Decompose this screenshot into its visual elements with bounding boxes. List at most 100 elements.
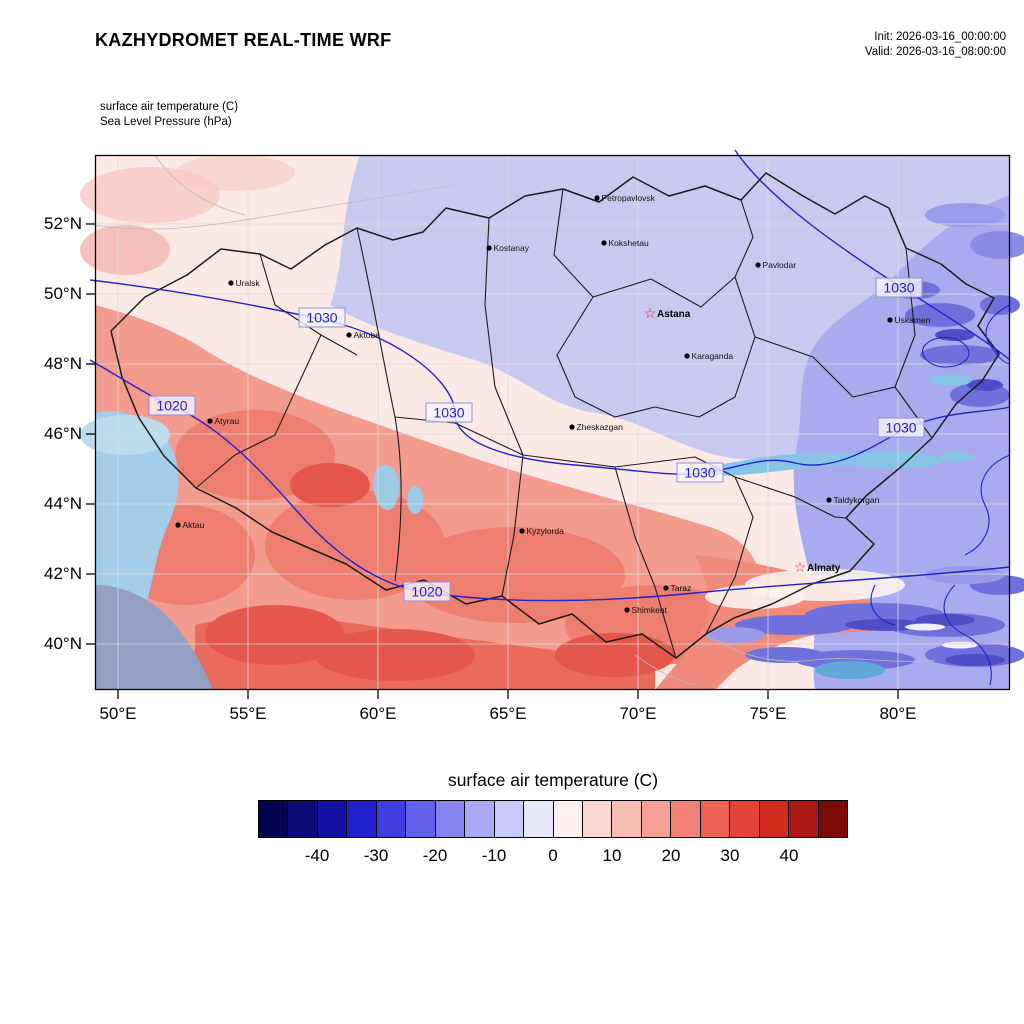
aral-sea [373,465,400,511]
axis-ticks [86,223,899,699]
city-marker-shimkent: Shimkent [624,605,668,615]
svg-text:1030: 1030 [433,405,464,421]
city-dot-icon [175,522,181,528]
colorbar-cell [347,801,377,837]
colorbar-tick-label: 30 [720,846,740,865]
city-label: Atyrau [215,416,240,426]
city-dot-icon [755,262,761,268]
city-dot-icon [601,240,607,246]
city-label: Aktobe [354,330,381,340]
lat-tick-label: 44°N [44,494,82,513]
city-label: Aktau [183,520,205,530]
colorbar-tick-label: 20 [661,846,681,865]
city-dot-icon [684,353,690,359]
colorbar-cell [641,801,672,837]
city-dot-icon [826,497,832,503]
isobar-label: 1030 [875,277,923,298]
lon-tick-label: 65°E [489,704,527,723]
lat-tick-label: 40°N [44,634,82,653]
city-marker-pavlodar: Pavlodar [755,260,796,270]
colorbar-tick-label: -20 [422,846,448,865]
field-labels: surface air temperature (C) Sea Level Pr… [100,100,238,130]
city-dot-icon [887,317,893,323]
city-dot-icon [594,195,600,201]
city-marker-kokshetau: Kokshetau [601,238,649,248]
colorbar-tick-label: 10 [602,846,622,865]
isobar-label: 1020 [148,395,196,416]
colorbar-tick-label: -40 [304,846,330,865]
svg-text:1030: 1030 [306,310,337,326]
colorbar-tick-label: 0 [548,846,558,865]
lat-tick-label: 46°N [44,424,82,443]
map-panel: 1030 1020 1030 1030 1030 1030 1020 Petropavlov… [80,149,1024,699]
isobar-label: 1030 [298,307,346,328]
city-markers: Petropavlovsk Kostanay Kokshetau Pavlodar Ur… [175,193,931,615]
city-marker-karaganda: Karaganda [684,351,733,361]
city-dot-icon [663,585,669,591]
lake-issykkul [815,661,885,679]
capital-star-icon: ☆ [794,559,807,575]
city-marker-aktau: Aktau [175,520,205,530]
capital-star-icon: ☆ [644,305,657,321]
lat-tick-label: 52°N [44,214,82,233]
city-marker-astana: ☆ Astana [644,305,691,321]
city-label: Uralsk [236,278,261,288]
water-bodies [80,374,975,690]
oblast-borders [195,188,933,659]
field-label-pressure: Sea Level Pressure (hPa) [100,116,232,128]
city-marker-kyzylorda: Kyzylorda [519,526,564,536]
city-dot-icon [207,418,213,424]
isobar-label: 1030 [877,417,925,438]
page-title: KAZHYDROMET REAL-TIME WRF [95,30,392,50]
city-label: Astana [657,309,691,320]
city-label: Kokshetau [609,238,649,248]
svg-text:1020: 1020 [411,584,442,600]
colorbar-tick-label: 40 [779,846,799,865]
city-marker-zheskazgan: Zheskazgan [569,422,623,432]
city-label: Pavlodar [763,260,797,270]
city-marker-taraz: Taraz [663,583,691,593]
neighbour-borders [94,154,936,686]
city-label: Uskamen [895,315,931,325]
city-label: Taraz [671,583,692,593]
city-dot-icon [228,280,234,286]
colorbar-cell [789,801,819,837]
svg-text:1030: 1030 [684,465,715,481]
isobar-labels: 1030 1020 1030 1030 1030 1030 1020 [148,277,925,602]
map-svg: 1030 1020 1030 1030 1030 1030 1020 Petropavlov… [80,149,1024,699]
colorbar-title: surface air temperature (C) [447,770,659,790]
isobar-label: 1020 [403,581,451,602]
isobar-label: 1030 [425,402,473,423]
city-dot-icon [486,245,492,251]
isobar-label: 1030 [676,462,724,483]
colorbar-cell [730,801,760,837]
lon-tick-label: 80°E [879,704,917,723]
colorbar-cell [524,801,554,837]
lat-tick-label: 42°N [44,564,82,583]
colorbar-cell [671,801,701,837]
svg-text:1030: 1030 [885,420,916,436]
lake-balkhash [705,451,942,476]
lat-tick-label: 50°N [44,284,82,303]
colorbar-cell [494,801,525,837]
city-marker-uralsk: Uralsk [228,278,260,288]
field-label-temperature: surface air temperature (C) [100,101,239,113]
colorbar-cell [406,801,436,837]
colorbar-cell [435,801,466,837]
colorbar-cell [288,801,318,837]
lake-alakol [939,452,975,462]
city-marker-aktobe: Aktobe [346,330,380,340]
city-dot-icon [346,332,352,338]
city-label: Kyzylorda [527,526,565,536]
city-marker-almaty: ☆ Almaty [794,559,841,575]
city-label: Kostanay [494,243,530,253]
city-marker-kostanay: Kostanay [486,243,530,253]
colorbar-cell [759,801,790,837]
city-label: Taldykorgan [834,495,880,505]
colorbar-cell [553,801,583,837]
svg-text:1030: 1030 [883,280,914,296]
lake-zaysan [928,374,972,386]
lon-tick-label: 60°E [359,704,397,723]
mountain-texture [705,203,1024,670]
